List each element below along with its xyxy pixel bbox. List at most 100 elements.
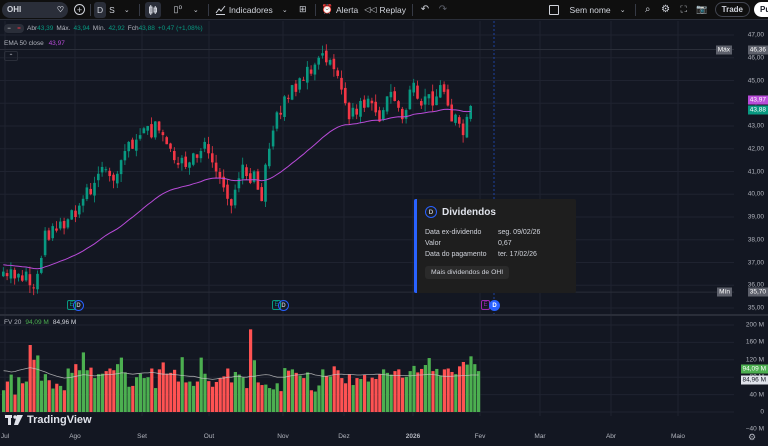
dividend-marker[interactable]: D <box>278 300 289 311</box>
layout-square-icon[interactable] <box>548 4 559 15</box>
dividend-row-ex-date: Data ex-dividendo seg. 09/02/26 <box>425 227 576 238</box>
price-tick: 37,00 <box>747 259 764 266</box>
replay-button[interactable]: ◁◁ Replay <box>361 2 409 18</box>
tradingview-logo[interactable]: TradingView <box>5 414 92 426</box>
ema-value: 43,97 <box>48 40 65 47</box>
high-label: Máx. <box>56 25 71 32</box>
volume-tick: 0 <box>760 408 764 416</box>
candlestick-chart[interactable] <box>0 21 734 315</box>
alarm-clock-icon: ⏰ <box>321 4 333 14</box>
trade-button[interactable]: Trade <box>714 2 750 17</box>
indicators-icon <box>215 5 226 15</box>
legend-toggle[interactable]: − = <box>4 24 24 33</box>
time-label: Set <box>137 433 147 440</box>
volume-value: 94,09 M <box>25 319 49 326</box>
volume-tag: 94,09 M <box>740 364 768 374</box>
dividend-marker[interactable]: D <box>73 300 84 311</box>
max-price-tag: 46,36 <box>747 45 768 55</box>
time-axis[interactable]: Jul Ago Set Out Nov Dez 2026 Fev Mar Abr Maio <box>0 430 734 446</box>
interval-s-button[interactable]: S <box>109 4 115 15</box>
price-tick: 46,00 <box>747 54 764 62</box>
chevron-down-icon[interactable]: ⌄ <box>192 6 199 14</box>
price-tick: 47,00 <box>747 31 764 39</box>
redo-icon[interactable]: ↷ <box>438 4 448 15</box>
time-label: Mar <box>534 433 546 440</box>
min-label: Mín <box>717 287 732 297</box>
row-key: Data ex-dividendo <box>425 229 482 236</box>
ema-legend[interactable]: EMA 50 close 43,97 <box>4 40 65 47</box>
row-key: Data do pagamento <box>425 251 487 258</box>
settings-gear-icon[interactable]: ⚙ <box>661 4 671 15</box>
ema-label: EMA 50 close <box>4 40 44 47</box>
compare-icon[interactable]: ♡ <box>56 5 64 14</box>
top-toolbar: OHI ♡ + D S ⌄ ▯⁰ ⌄ Indicadores ⌄ ⊞ ⏰ Ale… <box>0 0 768 20</box>
time-label: Out <box>203 433 215 440</box>
chevron-down-icon[interactable]: ⌄ <box>619 6 626 14</box>
time-label: Dez <box>338 433 350 440</box>
candles-icon[interactable] <box>144 1 161 18</box>
price-tick: 45,00 <box>747 77 764 84</box>
price-chart-pane[interactable] <box>0 21 734 315</box>
open-label: Abr <box>27 25 38 32</box>
row-value: 0,67 <box>498 240 512 247</box>
chevron-down-icon[interactable]: ⌄ <box>281 6 288 14</box>
fullscreen-icon[interactable]: ⛶ <box>680 4 687 14</box>
volume-tick: 40 M <box>749 391 764 399</box>
quick-search-icon[interactable]: ⌕ <box>644 4 651 15</box>
brand-name: TradingView <box>27 414 92 426</box>
price-tick: 36,00 <box>747 281 764 289</box>
change-value: +0,47 (+1,08%) <box>157 25 203 32</box>
more-dividends-button[interactable]: Mais dividendos de OHI <box>425 266 510 279</box>
interval-d-button[interactable]: D <box>94 1 107 18</box>
separator <box>90 3 91 16</box>
dividend-row-payment-date: Data do pagamento ter. 17/02/26 <box>425 249 576 260</box>
layout-name-button[interactable]: Sem nome <box>569 4 611 15</box>
ohlc-legend: − = Abr 43,39 Máx. 43,94 Mín. 42,92 Fch 43,88… <box>4 24 203 33</box>
price-axis[interactable]: 47,0046,0045,0044,0043,0042,0041,0040,00… <box>715 21 768 315</box>
row-value: ter. 17/02/26 <box>498 251 537 258</box>
high-value: 43,94 <box>73 25 90 32</box>
pane-separator[interactable] <box>0 314 768 316</box>
symbol-search[interactable]: OHI ♡ <box>2 1 68 18</box>
time-label: Ago <box>69 433 81 440</box>
camera-icon[interactable]: 📷 <box>696 4 708 14</box>
tv-logo-icon <box>5 415 23 425</box>
chevron-down-icon[interactable]: ⌄ <box>123 6 130 14</box>
axis-settings-icon[interactable]: ⚙ <box>748 432 757 442</box>
low-label: Mín. <box>92 25 106 32</box>
time-label: Jul <box>0 433 10 440</box>
dividend-row-value: Valor 0,67 <box>425 238 576 249</box>
close-label: Fch <box>127 25 139 32</box>
indicators-label: Indicadores <box>228 4 273 15</box>
separator <box>634 3 636 16</box>
volume-tick: 160 M <box>745 338 764 346</box>
publish-button[interactable]: Pu <box>754 2 768 17</box>
symbol-label: OHI <box>7 5 22 14</box>
volume-pane[interactable] <box>0 316 734 416</box>
volume-legend: FV 20 94,09 M 84,96 M <box>4 319 76 326</box>
volume-tick: 200 M <box>745 321 764 329</box>
price-tick: 41,00 <box>747 168 764 175</box>
bar-chart-type-icon[interactable]: ▯⁰ <box>173 4 183 14</box>
time-label: Abr <box>605 433 617 440</box>
alert-button[interactable]: ⏰ Alerta <box>319 2 361 18</box>
close-price-tag: 43,88 <box>747 105 768 115</box>
add-symbol-icon[interactable]: + <box>74 4 85 15</box>
separator <box>411 3 413 16</box>
replay-label: Replay <box>379 4 406 15</box>
volume-chart[interactable] <box>0 316 734 416</box>
separator <box>314 3 316 16</box>
volume-ma-value: 84,96 M <box>52 319 77 326</box>
dividend-marker-upcoming[interactable]: D <box>489 300 500 311</box>
ema-price-tag: 43,97 <box>747 95 768 105</box>
indicators-button[interactable]: Indicadores <box>212 2 276 18</box>
separator <box>138 3 140 16</box>
volume-ma-tag: 84,96 M <box>740 375 768 385</box>
price-tick: 43,00 <box>747 122 764 130</box>
max-label: Máx <box>715 45 732 55</box>
separator <box>207 3 209 16</box>
layouts-grid-icon[interactable]: ⊞ <box>298 4 307 14</box>
collapse-legend-button[interactable]: ⌃ <box>4 51 18 61</box>
undo-icon[interactable]: ↶ <box>420 4 430 15</box>
